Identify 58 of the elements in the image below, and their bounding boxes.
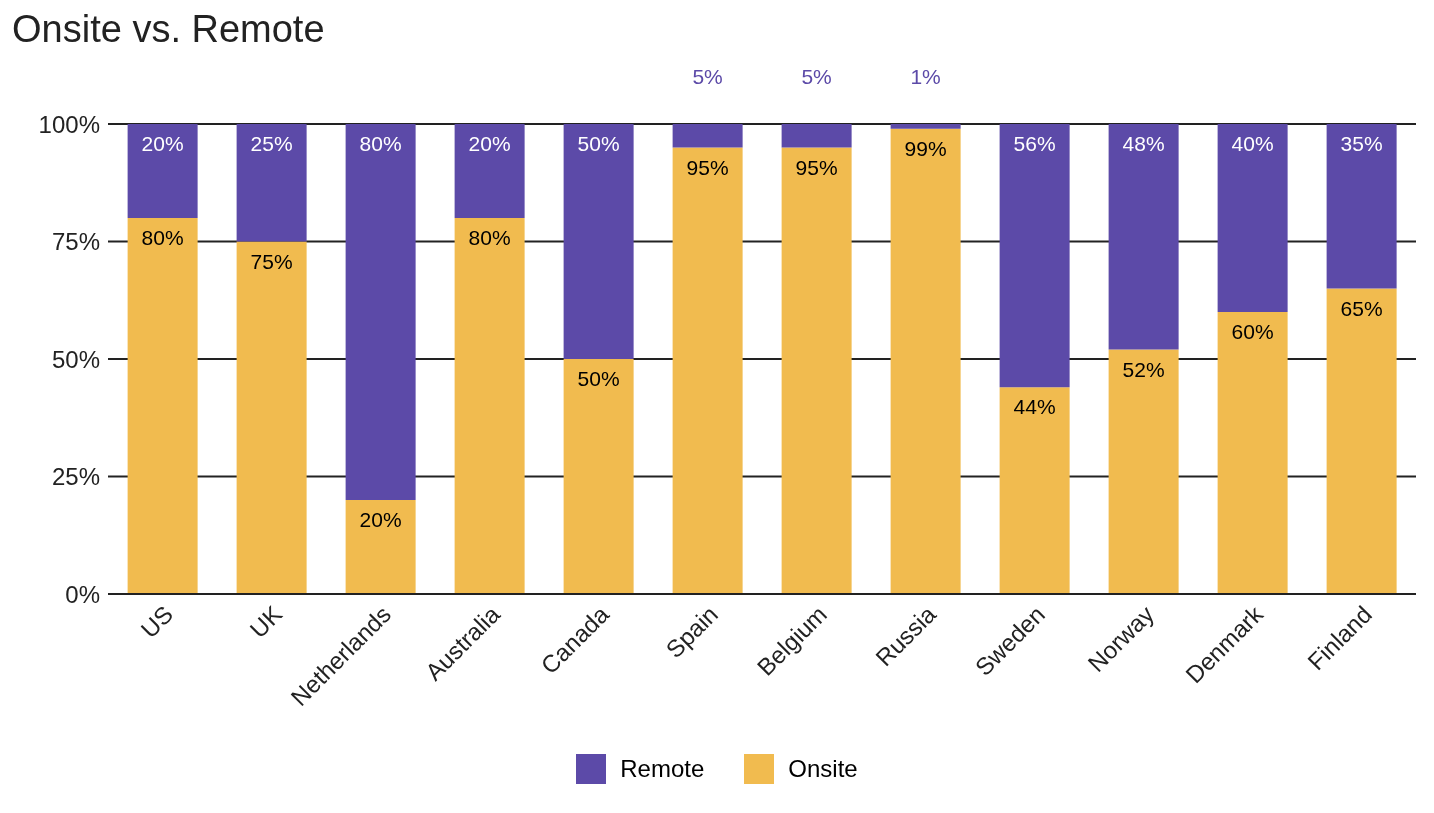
data-label: 48% xyxy=(1122,132,1165,155)
bar xyxy=(999,124,1070,388)
data-label: 20% xyxy=(141,132,184,155)
bar xyxy=(563,124,634,359)
data-label: 50% xyxy=(577,132,620,155)
y-tick-label: 100% xyxy=(38,110,100,138)
data-label: 5% xyxy=(692,65,723,88)
bar xyxy=(127,124,198,218)
data-label: 75% xyxy=(250,249,293,273)
data-label: 56% xyxy=(1013,132,1056,155)
data-label: 52% xyxy=(1122,357,1165,381)
data-label: 95% xyxy=(686,155,729,179)
bar xyxy=(236,241,307,594)
y-tick-label: 50% xyxy=(51,345,100,373)
data-label: 25% xyxy=(250,132,293,155)
y-tick-label: 0% xyxy=(65,580,100,608)
data-label: 80% xyxy=(468,226,511,249)
bar xyxy=(1217,312,1288,594)
y-tick-label: 25% xyxy=(51,463,100,491)
bar xyxy=(127,218,198,594)
data-label: 99% xyxy=(904,136,947,160)
y-tick-label: 75% xyxy=(51,228,100,256)
bar xyxy=(345,500,416,594)
bar xyxy=(454,124,525,218)
bar xyxy=(1108,349,1179,594)
data-label: 1% xyxy=(910,65,941,88)
data-label: 60% xyxy=(1231,320,1274,343)
bar xyxy=(890,124,961,129)
data-label: 80% xyxy=(359,132,402,155)
data-label: 20% xyxy=(468,132,511,155)
bar xyxy=(781,147,852,594)
x-tick-label: US xyxy=(135,600,179,644)
data-label: 5% xyxy=(801,65,832,88)
bar xyxy=(781,124,852,148)
data-label: 35% xyxy=(1340,132,1383,155)
bar xyxy=(1108,124,1179,350)
legend-label: Onsite xyxy=(787,754,858,784)
data-label: 95% xyxy=(795,155,838,179)
legend-label: Remote xyxy=(619,754,705,784)
bar xyxy=(1326,124,1397,289)
chart-title: Onsite vs. Remote xyxy=(11,8,326,52)
bar xyxy=(672,147,743,594)
bar xyxy=(1326,288,1397,594)
bar xyxy=(345,124,416,500)
bar xyxy=(672,124,743,148)
bar xyxy=(999,387,1070,594)
data-label: 44% xyxy=(1013,395,1056,419)
bar xyxy=(454,218,525,594)
data-label: 50% xyxy=(577,367,620,390)
x-tick-label: UK xyxy=(244,600,288,644)
data-label: 65% xyxy=(1340,296,1383,320)
bar xyxy=(1217,124,1288,312)
bar xyxy=(236,124,307,242)
data-label: 80% xyxy=(141,226,184,249)
data-label: 20% xyxy=(359,508,402,531)
bar xyxy=(890,128,961,594)
data-label: 40% xyxy=(1231,132,1274,155)
bar xyxy=(563,359,634,594)
